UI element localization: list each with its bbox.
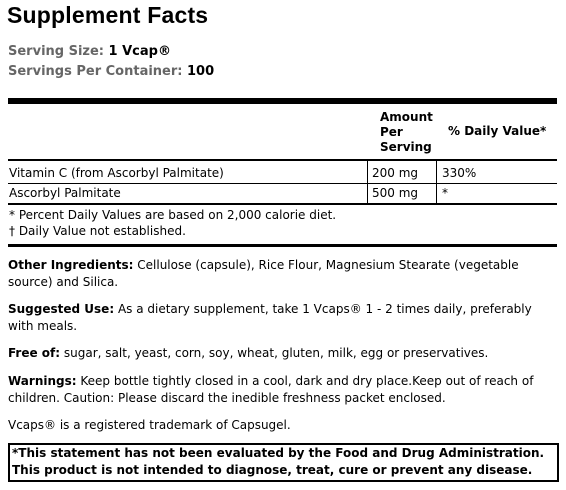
serving-size: Serving Size: 1 Vcap® — [8, 44, 171, 59]
row-vitamin-c-amount: 200 mg — [372, 166, 419, 180]
other-ingredients: Other Ingredients: Cellulose (capsule), … — [8, 257, 556, 291]
suggested-use-text: As a dietary supplement, take 1 Vcaps® 1… — [8, 302, 532, 333]
row-ascorbyl-palmitate-dv: * — [442, 186, 448, 200]
servings-per-container: Servings Per Container: 100 — [8, 64, 214, 79]
row-ascorbyl-palmitate-name: Ascorbyl Palmitate — [9, 186, 121, 200]
row-ascorbyl-palmitate-amount: 500 mg — [372, 186, 419, 200]
free-of-text: sugar, salt, yeast, corn, soy, wheat, gl… — [63, 346, 489, 360]
free-of-label: Free of: — [8, 346, 61, 360]
supplement-facts-title: Supplement Facts — [7, 2, 209, 28]
servings-per-container-label: Servings Per Container: — [8, 64, 183, 79]
footnote-divider — [8, 244, 557, 247]
column-divider-left — [367, 160, 368, 204]
amount-header-line2: Per — [380, 125, 403, 139]
column-divider-right — [436, 160, 437, 204]
footnote-daily-values: * Percent Daily Values are based on 2,00… — [9, 208, 337, 222]
daily-value-header: % Daily Value* — [448, 124, 547, 138]
rows-end-divider — [8, 203, 557, 205]
free-of: Free of: sugar, salt, yeast, corn, soy, … — [8, 345, 556, 362]
fda-disclaimer: *This statement has not been evaluated b… — [8, 443, 559, 482]
warnings-text: Keep bottle tightly closed in a cool, da… — [8, 374, 534, 405]
footnote-not-established: † Daily Value not established. — [9, 224, 186, 238]
warnings-label: Warnings: — [8, 374, 77, 388]
serving-size-value: 1 Vcap® — [108, 44, 171, 59]
row-divider — [8, 183, 557, 184]
servings-per-container-value: 100 — [187, 64, 215, 79]
amount-per-serving-header: Amount Per Serving — [380, 110, 433, 155]
amount-header-line1: Amount — [380, 110, 433, 124]
serving-size-label: Serving Size: — [8, 44, 105, 59]
amount-header-line3: Serving — [380, 140, 432, 154]
other-ingredients-label: Other Ingredients: — [8, 258, 134, 272]
suggested-use-label: Suggested Use: — [8, 302, 115, 316]
suggested-use: Suggested Use: As a dietary supplement, … — [8, 301, 556, 335]
header-divider — [8, 159, 557, 161]
warnings: Warnings: Keep bottle tightly closed in … — [8, 373, 556, 407]
thick-divider — [8, 98, 557, 104]
other-ingredients-text: Cellulose (capsule), Rice Flour, Magnesi… — [8, 258, 519, 289]
trademark-notice: Vcaps® is a registered trademark of Caps… — [8, 418, 291, 432]
row-vitamin-c-name: Vitamin C (from Ascorbyl Palmitate) — [9, 166, 224, 180]
row-vitamin-c-dv: 330% — [442, 166, 477, 180]
